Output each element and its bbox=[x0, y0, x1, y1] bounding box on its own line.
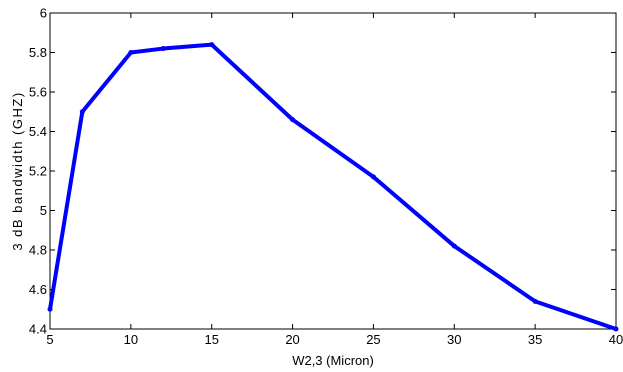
data-point bbox=[613, 326, 619, 332]
y-tick-label: 4.6 bbox=[29, 282, 47, 297]
data-point bbox=[209, 42, 215, 48]
x-tick-label: 25 bbox=[366, 332, 380, 347]
y-tick-label: 5.4 bbox=[29, 124, 47, 139]
series-group bbox=[47, 42, 619, 332]
y-tick-label: 4.8 bbox=[29, 243, 47, 258]
data-point bbox=[160, 46, 166, 52]
x-axis-label: W2,3 (Micron) bbox=[292, 353, 374, 368]
data-point bbox=[128, 50, 134, 55]
data-point bbox=[532, 298, 538, 304]
data-point bbox=[451, 243, 457, 249]
data-point bbox=[290, 117, 296, 123]
plot-area bbox=[49, 12, 617, 330]
data-point bbox=[370, 174, 376, 180]
y-tick-label: 5.2 bbox=[29, 164, 47, 179]
x-tick-label: 20 bbox=[285, 332, 299, 347]
x-tick-label: 10 bbox=[124, 332, 138, 347]
x-tick-label: 35 bbox=[528, 332, 542, 347]
data-point bbox=[47, 306, 53, 312]
y-tick-label: 6 bbox=[40, 6, 47, 21]
y-axis-label: 3 dB bandwidth (GHZ) bbox=[10, 91, 25, 250]
y-tick-label: 5.8 bbox=[29, 45, 47, 60]
y-tick-label: 5 bbox=[40, 203, 47, 218]
x-tick-labels: 5 10 15 20 25 30 35 40 bbox=[46, 332, 623, 347]
x-tick-label: 15 bbox=[204, 332, 218, 347]
series-line bbox=[48, 42, 618, 331]
y-tick-labels: 4.4 4.6 4.8 5 5.2 5.4 5.6 5.8 6 bbox=[29, 6, 47, 337]
x-tick-label: 5 bbox=[46, 332, 53, 347]
x-tick-label: 30 bbox=[447, 332, 461, 347]
y-tick-label: 4.4 bbox=[29, 322, 47, 337]
data-point bbox=[79, 109, 85, 115]
y-tick-label: 5.6 bbox=[29, 85, 47, 100]
x-tick-label: 40 bbox=[609, 332, 623, 347]
